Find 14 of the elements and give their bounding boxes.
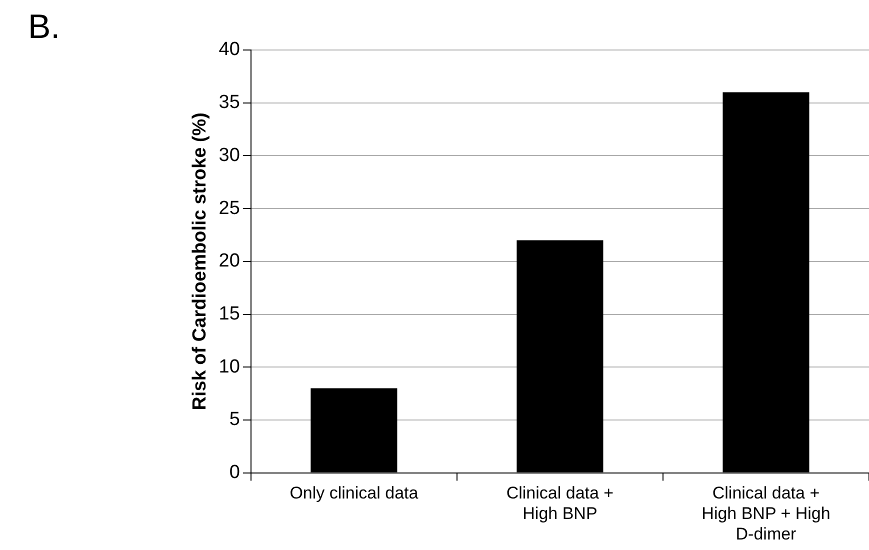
y-tick-label: 40 xyxy=(218,39,240,60)
y-tick-label: 0 xyxy=(229,462,240,484)
y-tick-label: 20 xyxy=(218,250,240,272)
y-tick-label: 30 xyxy=(218,144,240,166)
y-axis-title: Risk of Cardioembolic stroke (%) xyxy=(190,112,211,410)
x-tick-label: Clinical data + High BNP + High D-dimer xyxy=(702,484,830,544)
y-tick-label: 10 xyxy=(218,356,240,378)
text: B. xyxy=(28,8,60,47)
y-tick-label: 15 xyxy=(218,303,240,324)
x-tick-label: Only clinical data xyxy=(290,484,419,503)
y-tick-label: 25 xyxy=(218,198,240,219)
x-tick-label: Clinical data + High BNP xyxy=(506,484,614,524)
y-tick-label: 35 xyxy=(218,92,240,114)
y-tick-label: 5 xyxy=(229,409,240,430)
